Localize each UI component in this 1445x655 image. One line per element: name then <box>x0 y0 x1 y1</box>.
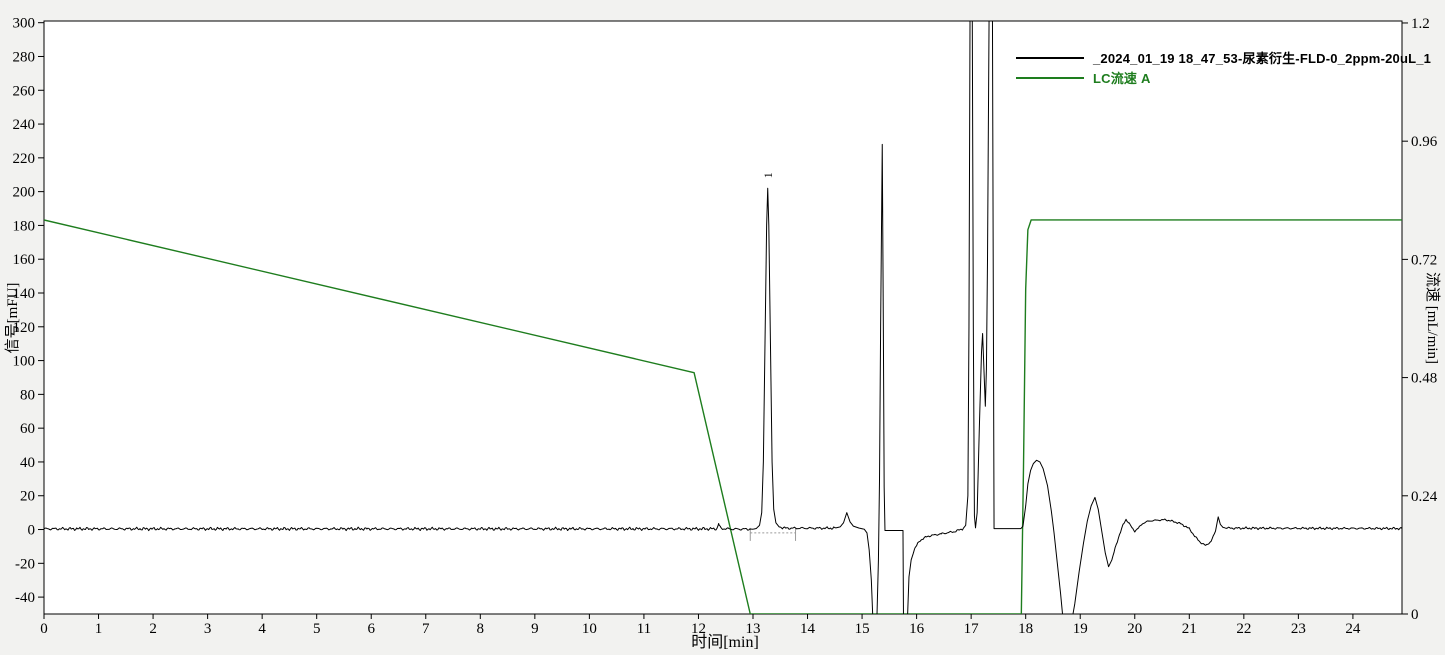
svg-text:18: 18 <box>1018 621 1033 637</box>
peak-label: 1 <box>761 172 775 178</box>
svg-text:4: 4 <box>258 621 266 637</box>
svg-text:1.2: 1.2 <box>1411 16 1430 32</box>
svg-text:20: 20 <box>20 489 35 505</box>
right-y-axis-title: 流速 [mL/min] <box>1424 271 1440 365</box>
svg-text:240: 240 <box>13 117 36 133</box>
svg-text:300: 300 <box>13 16 36 32</box>
svg-text:3: 3 <box>204 621 212 637</box>
svg-text:180: 180 <box>13 218 36 234</box>
legend-line-icon <box>1016 76 1084 79</box>
svg-text:8: 8 <box>477 621 485 637</box>
svg-text:0.72: 0.72 <box>1411 252 1437 268</box>
svg-text:-40: -40 <box>15 590 35 606</box>
svg-text:120: 120 <box>13 320 36 336</box>
svg-text:260: 260 <box>13 83 36 99</box>
svg-text:20: 20 <box>1127 621 1142 637</box>
svg-text:13: 13 <box>745 621 760 637</box>
svg-text:19: 19 <box>1073 621 1088 637</box>
svg-text:0.48: 0.48 <box>1411 371 1437 387</box>
svg-text:23: 23 <box>1291 621 1306 637</box>
svg-text:22: 22 <box>1236 621 1251 637</box>
svg-text:2: 2 <box>149 621 157 637</box>
svg-text:0.96: 0.96 <box>1411 134 1438 150</box>
legend-item-signal: _2024_01_19 18_47_53-尿素衍生-FLD-0_2ppm-20u… <box>1016 49 1431 66</box>
svg-text:0.24: 0.24 <box>1411 489 1438 505</box>
svg-text:0: 0 <box>1411 607 1419 623</box>
svg-text:21: 21 <box>1182 621 1197 637</box>
legend-item-flow: LC流速 A <box>1016 69 1431 86</box>
svg-text:15: 15 <box>855 621 870 637</box>
svg-text:16: 16 <box>909 621 925 637</box>
svg-text:11: 11 <box>637 621 651 637</box>
svg-text:40: 40 <box>20 455 35 471</box>
legend-item-label: _2024_01_19 18_47_53-尿素衍生-FLD-0_2ppm-20u… <box>1093 51 1432 66</box>
svg-text:220: 220 <box>13 151 36 167</box>
svg-text:6: 6 <box>367 621 375 637</box>
svg-text:1: 1 <box>95 621 103 637</box>
svg-text:12: 12 <box>691 621 706 637</box>
svg-text:0: 0 <box>28 523 36 539</box>
svg-text:0: 0 <box>40 621 48 637</box>
svg-text:24: 24 <box>1345 621 1361 637</box>
svg-text:80: 80 <box>20 387 35 403</box>
legend-line-icon <box>1016 56 1084 59</box>
legend-item-label: LC流速 A <box>1093 71 1151 86</box>
svg-text:17: 17 <box>964 621 980 637</box>
svg-text:160: 160 <box>13 252 36 268</box>
svg-text:5: 5 <box>313 621 321 637</box>
svg-text:280: 280 <box>13 49 36 65</box>
svg-text:7: 7 <box>422 621 430 637</box>
svg-text:140: 140 <box>13 286 36 302</box>
legend: _2024_01_19 18_47_53-尿素衍生-FLD-0_2ppm-20u… <box>1016 49 1431 86</box>
svg-text:9: 9 <box>531 621 539 637</box>
svg-text:10: 10 <box>582 621 597 637</box>
left-y-axis-title: 信号[mFU] <box>5 282 21 354</box>
svg-text:60: 60 <box>20 421 35 437</box>
svg-text:100: 100 <box>13 354 36 370</box>
svg-text:200: 200 <box>13 185 36 201</box>
svg-text:14: 14 <box>800 621 816 637</box>
x-axis-title: 时间[min] <box>691 634 759 651</box>
svg-text:-20: -20 <box>15 556 35 572</box>
